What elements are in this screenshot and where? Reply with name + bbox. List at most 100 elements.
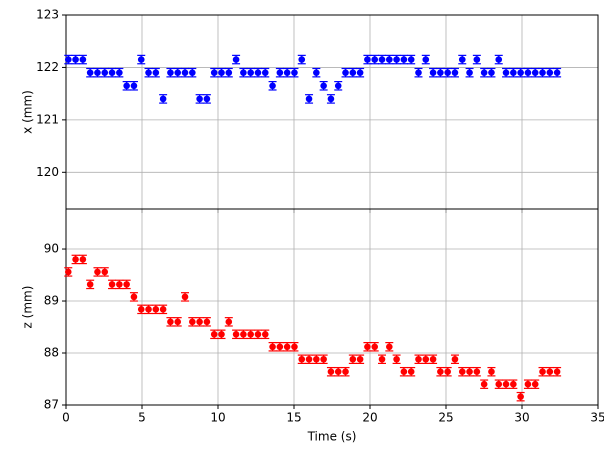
data-point [130,293,138,301]
data-point [444,69,451,76]
data-point [283,69,291,76]
data-point [546,69,554,76]
data-point [349,355,357,363]
data-point [145,69,152,76]
data-point [101,69,109,76]
data-point [305,355,313,363]
data-point [495,380,503,388]
data-point [466,368,473,376]
y-tick-label: 121 [36,112,59,126]
data-point [466,69,473,76]
data-point [210,69,218,76]
data-point [386,56,393,63]
data-point [546,368,554,376]
data-point [356,69,364,76]
data-point [196,318,203,326]
data-point [167,318,174,326]
data-point [393,355,400,363]
data-point [94,268,101,276]
data-point [473,56,481,63]
data-point [422,56,430,63]
y-tick-label: 120 [36,165,59,179]
data-point [283,343,291,351]
data-point [123,82,130,90]
data-point [247,69,254,76]
data-point [480,69,488,76]
data-point [327,95,335,103]
data-point [400,368,408,376]
data-point [437,69,444,76]
data-point [152,306,160,313]
data-point [539,368,546,376]
data-point [356,355,364,363]
data-point [167,69,174,76]
data-point [458,56,466,63]
data-point [94,69,101,76]
data-point [108,69,116,76]
data-point [137,56,145,63]
data-point [123,281,130,288]
data-point [108,281,116,288]
data-point [159,306,167,313]
data-point [393,56,400,63]
data-point [488,368,495,376]
data-point [181,293,189,301]
data-point [334,82,342,90]
data-point [196,95,203,103]
y-tick-label: 88 [44,346,59,360]
data-point [137,306,145,313]
data-point [79,56,87,63]
data-point [218,330,225,338]
data-point [210,330,218,338]
x-tick-label: 15 [286,411,301,425]
data-point [531,69,539,76]
data-point [116,281,123,288]
data-point [539,69,546,76]
data-point [386,343,393,351]
data-point [64,268,72,276]
data-point [86,69,94,76]
x-axis-label: Time (s) [307,430,357,444]
data-point [261,69,269,76]
data-point [72,256,79,263]
y-tick-label: 123 [36,8,59,22]
data-point [276,343,284,351]
data-point [451,355,459,363]
data-point [371,56,379,63]
data-point [276,69,284,76]
y-tick-label: 87 [44,398,59,412]
data-point [174,318,182,326]
data-point [305,95,313,103]
x-tick-label: 25 [438,411,453,425]
data-point [320,355,327,363]
data-point [261,330,269,338]
data-point [364,343,371,351]
data-point [458,368,466,376]
x-tick-label: 20 [362,411,377,425]
data-point [101,268,109,276]
data-point [174,69,182,76]
data-point [247,330,254,338]
data-point [327,368,335,376]
data-point [254,69,262,76]
data-point [451,69,459,76]
y-tick-label: 122 [36,60,59,74]
data-point [437,368,444,376]
data-point [378,355,386,363]
data-point [488,69,495,76]
data-point [298,56,306,63]
x-tick-label: 5 [138,411,146,425]
data-point [510,380,517,388]
data-point [64,56,72,63]
data-point [517,69,524,76]
x-tick-label: 35 [590,411,604,425]
data-point [407,368,415,376]
data-point [225,318,233,326]
data-point [422,355,430,363]
data-point [473,368,481,376]
data-point [130,82,138,90]
data-point [553,368,561,376]
data-point [502,380,510,388]
data-point [145,306,152,313]
